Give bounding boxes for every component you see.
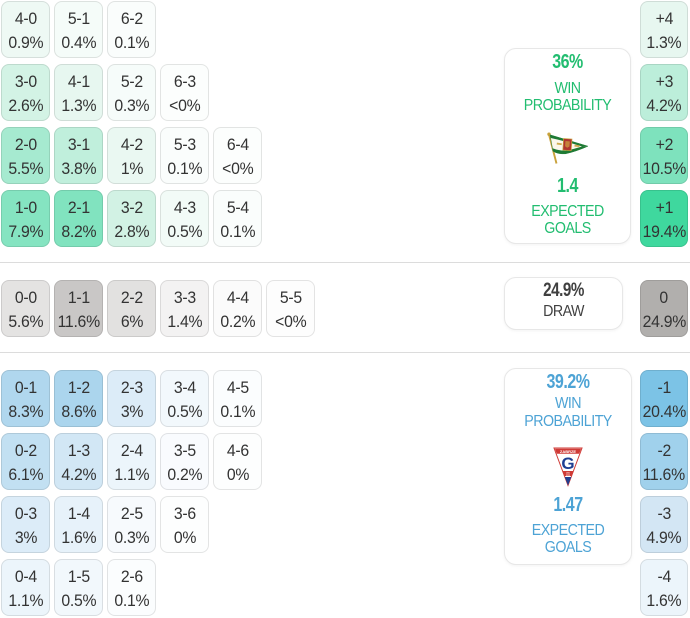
svg-text:G: G <box>561 454 574 473</box>
svg-text:ZABRZE: ZABRZE <box>560 449 577 454</box>
svg-text:⚖: ⚖ <box>566 471 571 477</box>
